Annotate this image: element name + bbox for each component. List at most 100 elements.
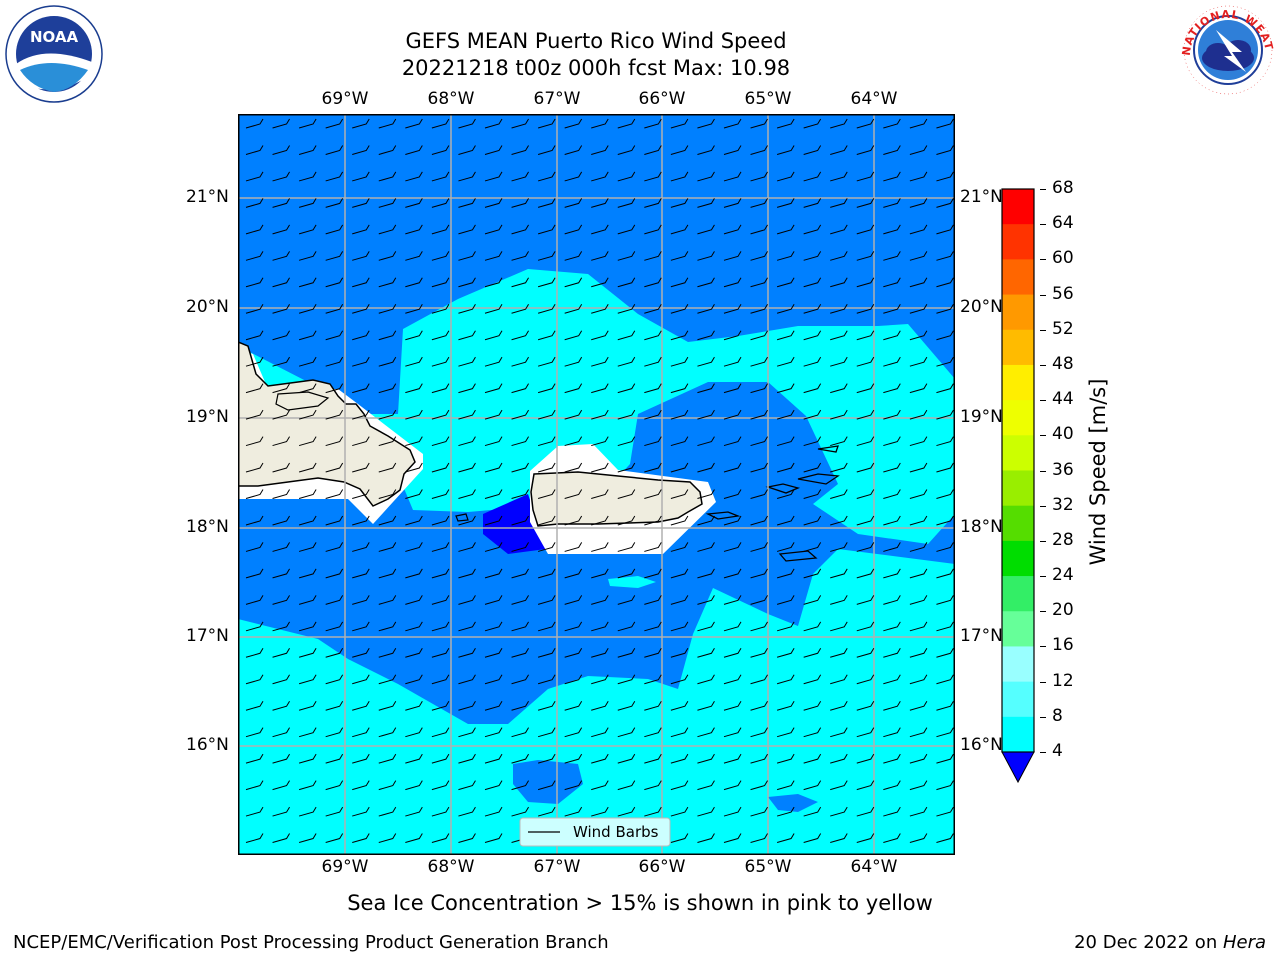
wind-barb — [723, 198, 742, 208]
lat-label-right-1: 21°N — [960, 187, 1003, 207]
wind-barb — [909, 303, 928, 314]
wind-barb — [352, 542, 370, 552]
wind-barb — [537, 515, 556, 526]
colorbar-band — [1002, 329, 1034, 366]
wind-barb — [245, 356, 264, 367]
wind-barb — [564, 462, 583, 473]
wind-barb — [511, 515, 529, 526]
wind-barb — [537, 727, 556, 738]
wind-barb — [298, 568, 317, 579]
wind-barb — [670, 621, 689, 632]
lat-label-right-2: 20°N — [960, 297, 1003, 317]
lat-label-left-5: 17°N — [186, 626, 229, 646]
lat-label-left-4: 18°N — [186, 517, 229, 537]
wind-barb — [352, 806, 370, 817]
wind-barb — [750, 436, 768, 447]
wind-barb — [697, 542, 715, 552]
wind-barb — [670, 330, 689, 341]
wind-barb — [564, 753, 583, 764]
wind-barb — [776, 409, 795, 420]
colorbar-tick-mark — [1040, 329, 1046, 331]
wind-barb — [830, 648, 848, 658]
wind-barb — [298, 224, 317, 235]
wind-barb — [617, 595, 636, 605]
wind-barb — [909, 356, 928, 367]
wind-barb — [431, 621, 450, 632]
wind-barb — [803, 462, 822, 473]
wind-barb — [909, 145, 928, 155]
colorbar-band — [1002, 189, 1034, 225]
wind-barb — [883, 515, 901, 526]
wind-barb — [564, 674, 583, 685]
wind-barb — [883, 251, 901, 261]
colorbar-swatches — [1002, 189, 1034, 753]
wind-barb — [405, 648, 423, 658]
wind-barb — [405, 515, 423, 526]
wind-barb — [352, 251, 370, 261]
wind-barb — [803, 515, 822, 526]
wind-barb — [298, 621, 317, 632]
wind-barb — [405, 542, 423, 552]
wind-barb — [723, 356, 742, 367]
wind-barb — [431, 303, 450, 314]
wind-barb — [431, 383, 450, 394]
wind-barb — [591, 118, 609, 129]
colorbar-tick-label: 68 — [1052, 178, 1074, 198]
wind-barb — [803, 833, 822, 844]
wind-barb — [909, 700, 928, 711]
wind-barb — [591, 198, 609, 208]
wind-barb — [564, 303, 583, 314]
wind-barb — [511, 489, 529, 499]
wind-barb — [750, 251, 768, 261]
wind-barb — [511, 727, 529, 738]
wind-barb — [458, 330, 476, 341]
wind-barb — [298, 595, 317, 605]
wind-barb — [537, 145, 556, 155]
wind-barb — [936, 648, 954, 658]
wind-barb — [484, 303, 503, 314]
wind-barb — [564, 727, 583, 738]
wind-barb — [644, 277, 662, 288]
wind-barb — [909, 515, 928, 526]
wind-barb — [378, 409, 397, 420]
wind-barb — [352, 383, 370, 394]
wind-barb — [431, 436, 450, 447]
wind-barb — [484, 383, 503, 394]
wind-barb — [936, 409, 954, 420]
wind-barb — [272, 118, 290, 129]
wind-barb — [803, 595, 822, 605]
wind-barb — [776, 277, 795, 288]
wind-barb — [936, 806, 954, 817]
wind-barb — [431, 806, 450, 817]
wind-barb — [325, 462, 344, 473]
wind-barb — [670, 753, 689, 764]
wind-barb — [830, 700, 848, 711]
wind-barb — [405, 198, 423, 208]
wind-barb — [750, 833, 768, 844]
wind-barb — [325, 383, 344, 394]
wind-barb — [644, 303, 662, 314]
wind-barb — [936, 753, 954, 764]
wind-barb — [856, 489, 875, 499]
wind-barb — [644, 595, 662, 605]
wind-barb — [325, 780, 344, 791]
wind-barb — [750, 806, 768, 817]
wind-barb — [458, 515, 476, 526]
wind-barb — [378, 436, 397, 447]
wind-barb — [936, 780, 954, 791]
wind-barb — [378, 462, 397, 473]
wind-barb — [617, 198, 636, 208]
wind-barb — [856, 277, 875, 288]
wind-barb — [830, 145, 848, 155]
wind-barb — [750, 462, 768, 473]
wind-barb — [484, 436, 503, 447]
wind-barb — [830, 568, 848, 579]
wind-barb — [697, 621, 715, 632]
wind-barb — [352, 277, 370, 288]
wind-barb — [484, 118, 503, 129]
wind-barb — [856, 251, 875, 261]
wind-barb — [617, 383, 636, 394]
wind-barb — [378, 648, 397, 658]
wind-barb — [298, 700, 317, 711]
colorbar-band — [1002, 681, 1034, 718]
